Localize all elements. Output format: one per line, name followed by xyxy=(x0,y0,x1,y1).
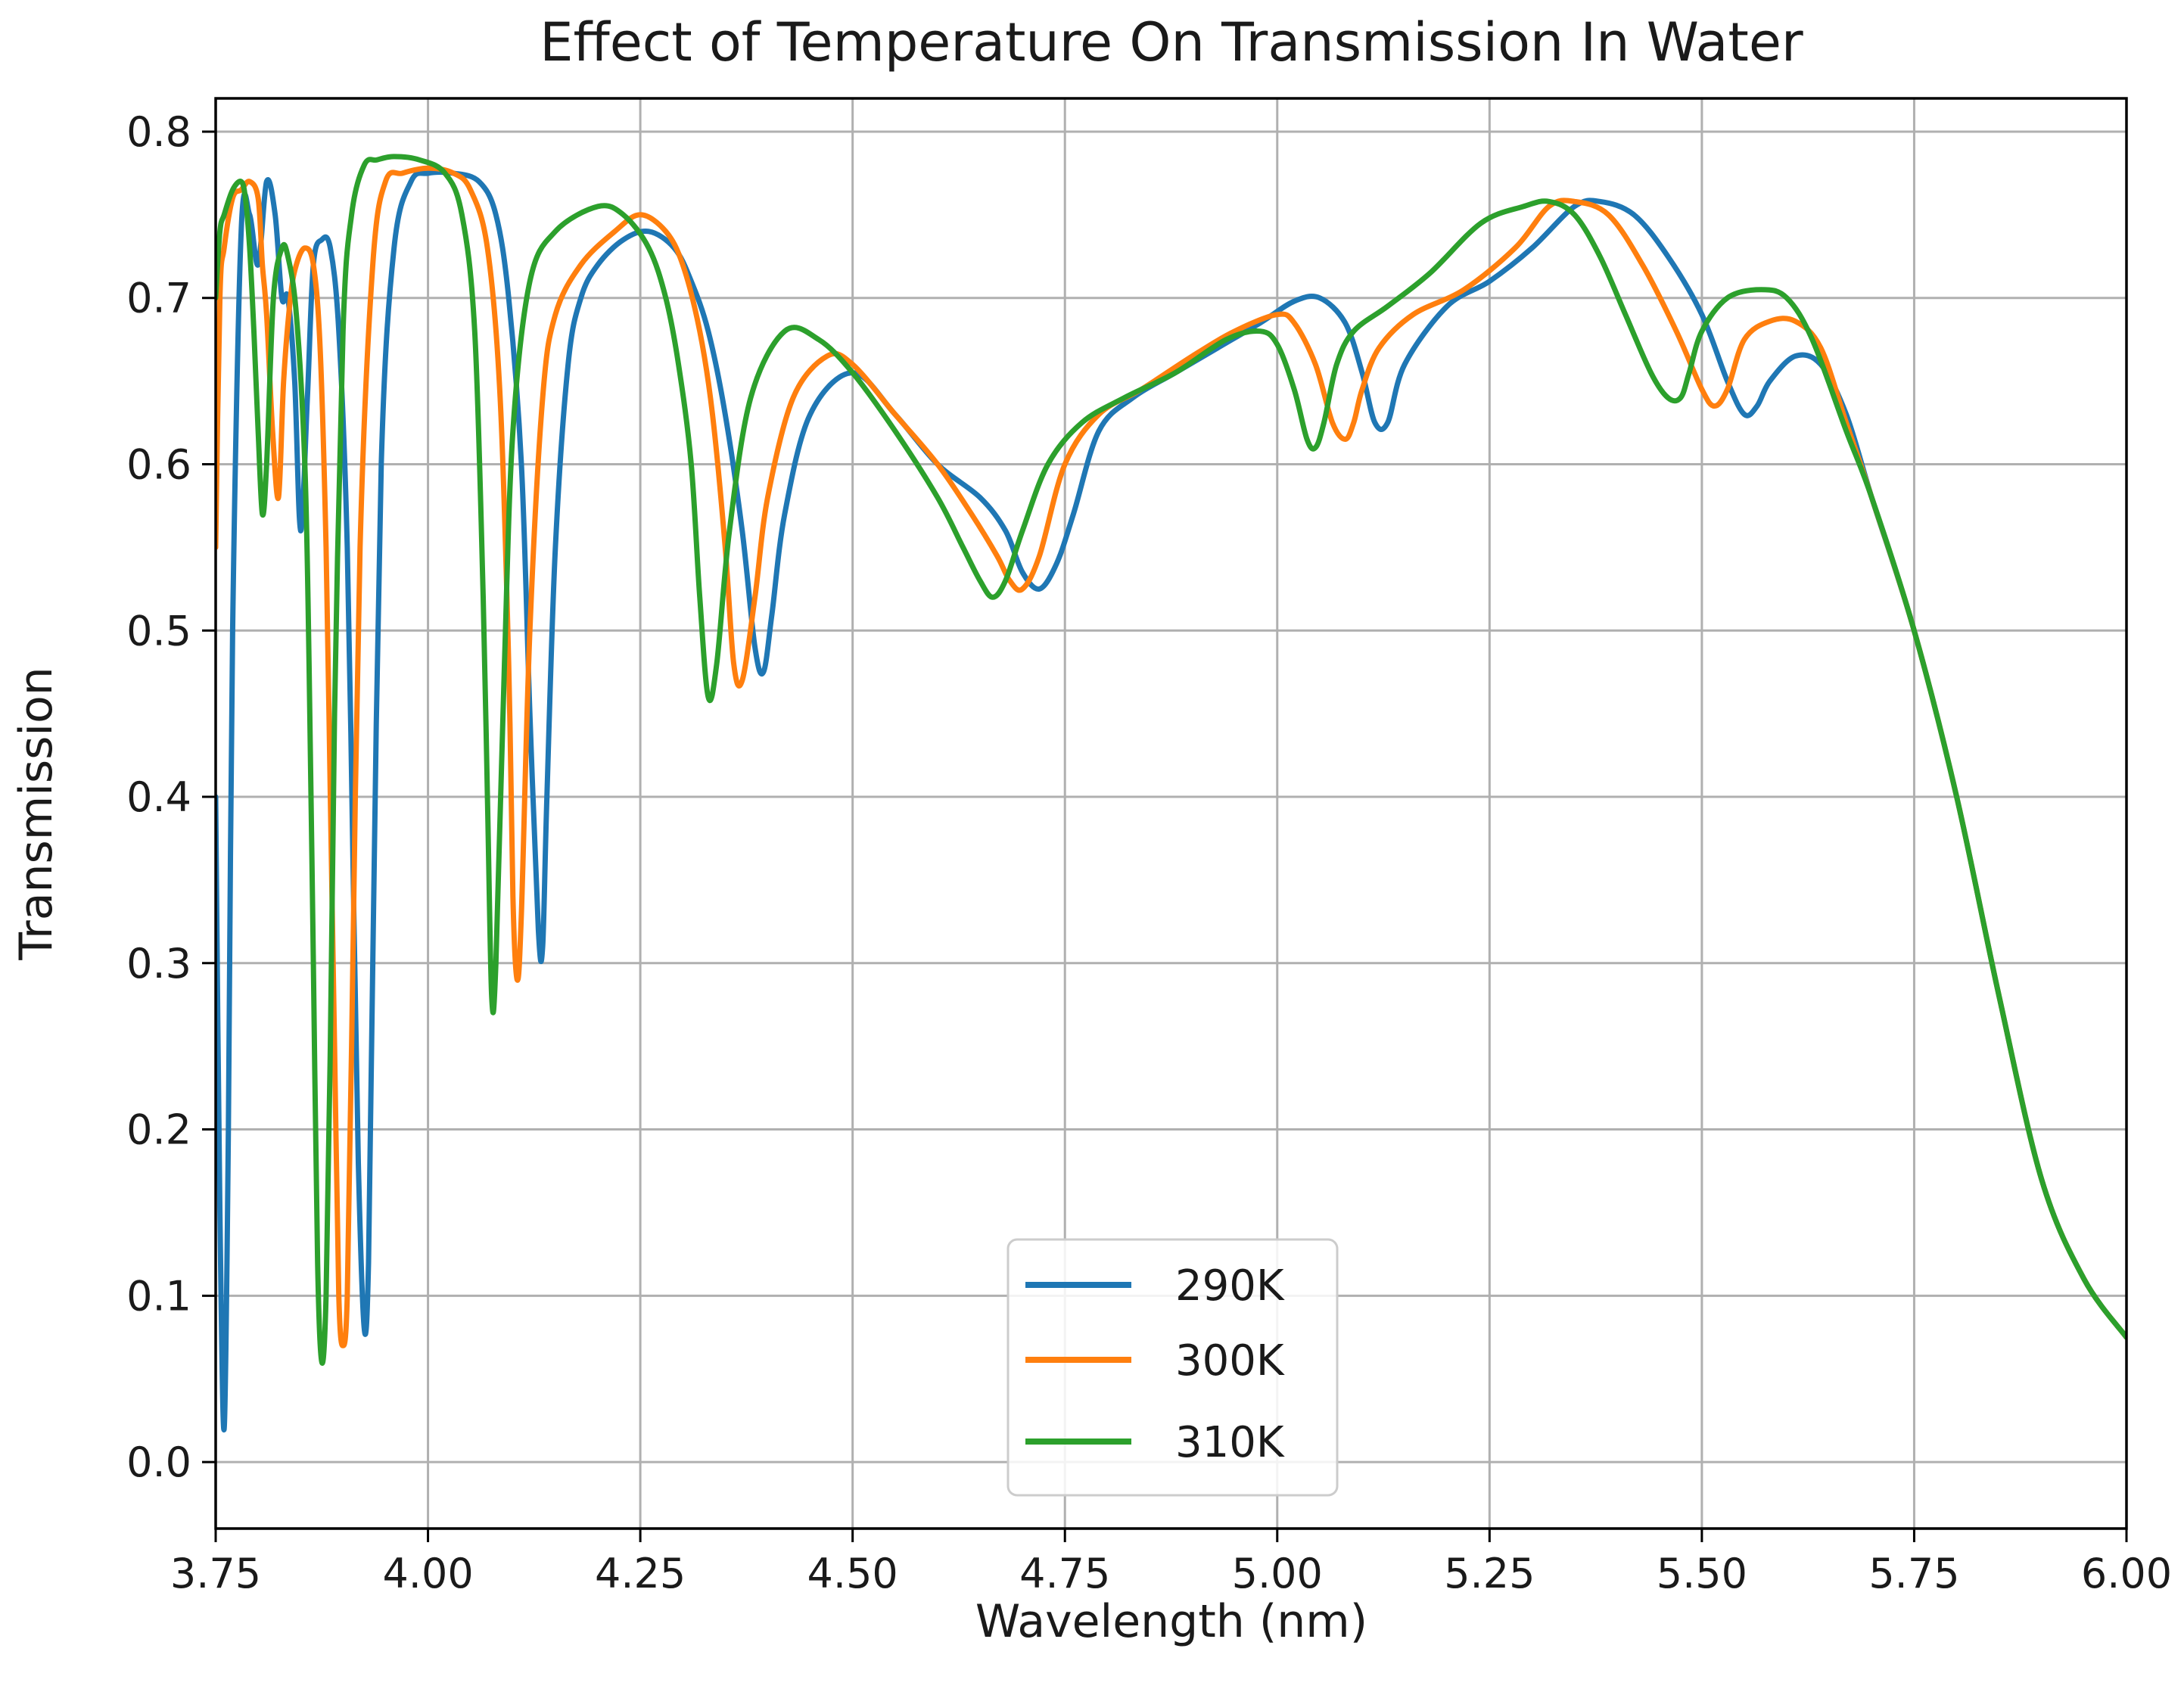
y-tick-label-0-1: 0.1 xyxy=(126,1272,191,1320)
series-line-300k xyxy=(216,165,2126,1348)
x-tick-label-5-25: 5.25 xyxy=(1444,1550,1535,1597)
x-tick-label-4-75: 4.75 xyxy=(1019,1550,1110,1597)
legend-item-300k: 300K xyxy=(1025,1336,1285,1386)
x-tick-label-5-50: 5.50 xyxy=(1657,1550,1747,1597)
series-line-290k xyxy=(216,170,2126,1433)
legend: 290K 300K 310K xyxy=(1006,1238,1339,1497)
series-line-310k xyxy=(216,154,2126,1366)
y-tick-label-0-2: 0.2 xyxy=(126,1106,191,1154)
y-tick-label-0-4: 0.4 xyxy=(126,773,191,821)
legend-item-310k: 310K xyxy=(1025,1418,1285,1467)
x-axis: 3.75 4.00 4.25 4.50 4.75 5.00 5.25 5.50 5.75 6.00 xyxy=(170,1529,2172,1597)
legend-box xyxy=(1006,1238,1339,1497)
y-tick-label-0-8: 0.8 xyxy=(126,108,191,156)
legend-label-290k: 290K xyxy=(1175,1261,1285,1311)
y-tick-label-0-5: 0.5 xyxy=(126,607,191,655)
legend-label-310k: 310K xyxy=(1175,1418,1285,1467)
series-layer xyxy=(216,154,2126,1433)
x-tick-label-5-00: 5.00 xyxy=(1232,1550,1323,1597)
legend-item-290k: 290K xyxy=(1025,1261,1285,1311)
x-tick-label-4-25: 4.25 xyxy=(595,1550,686,1597)
y-tick-label-0-3: 0.3 xyxy=(126,940,191,988)
y-tick-label-0-0: 0.0 xyxy=(126,1439,191,1486)
y-axis: 0.0 0.1 0.2 0.3 0.4 0.5 0.6 0.7 0.8 xyxy=(126,108,216,1486)
x-tick-label-3-75: 3.75 xyxy=(170,1550,261,1597)
chart-title: Effect of Temperature On Transmission In… xyxy=(540,11,1803,73)
y-tick-label-0-6: 0.6 xyxy=(126,440,191,488)
plot-area-frame xyxy=(214,97,2128,1530)
legend-label-300k: 300K xyxy=(1175,1336,1285,1386)
x-tick-label-4-00: 4.00 xyxy=(382,1550,473,1597)
x-tick-label-5-75: 5.75 xyxy=(1868,1550,1959,1597)
y-axis-label: Transmission xyxy=(10,667,63,961)
y-tick-label-0-7: 0.7 xyxy=(126,275,191,322)
x-tick-label-4-50: 4.50 xyxy=(807,1550,898,1597)
x-tick-label-6-00: 6.00 xyxy=(2081,1550,2172,1597)
x-axis-label: Wavelength (nm) xyxy=(975,1595,1367,1648)
